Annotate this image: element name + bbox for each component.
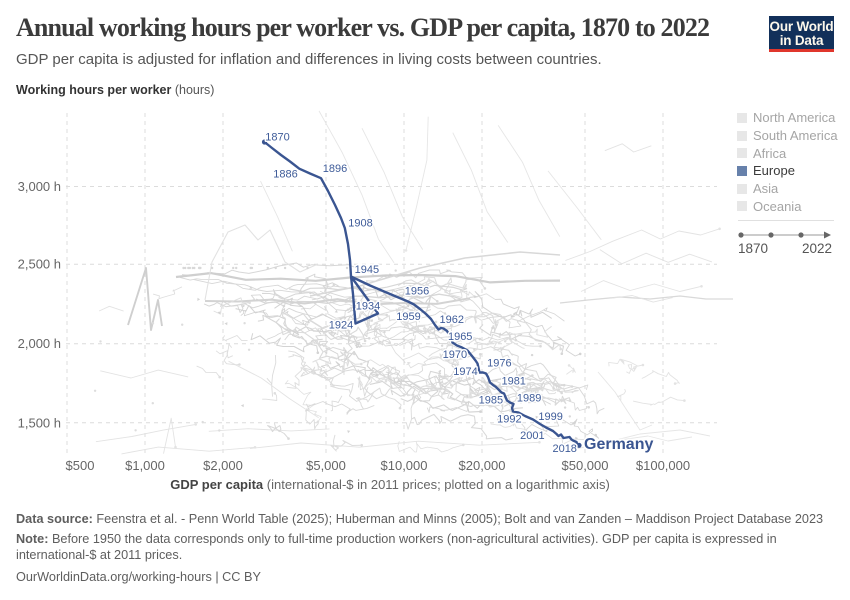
svg-text:1896: 1896	[323, 163, 347, 175]
svg-text:1924: 1924	[329, 320, 353, 332]
svg-text:2018: 2018	[552, 443, 576, 455]
svg-text:$20,000: $20,000	[459, 458, 506, 473]
svg-text:1992: 1992	[497, 413, 521, 425]
svg-text:1999: 1999	[538, 411, 562, 423]
svg-text:GDP per capita (international-: GDP per capita (international-$ in 2011 …	[170, 477, 610, 492]
svg-text:Germany: Germany	[584, 436, 653, 453]
svg-text:1985: 1985	[479, 395, 503, 407]
svg-text:1945: 1945	[355, 264, 379, 276]
svg-text:$2,000: $2,000	[203, 458, 243, 473]
svg-text:1974: 1974	[453, 366, 477, 378]
svg-text:$5,000: $5,000	[306, 458, 346, 473]
svg-text:1965: 1965	[448, 331, 472, 343]
svg-text:$1,000: $1,000	[125, 458, 165, 473]
svg-text:2001: 2001	[520, 430, 544, 442]
svg-text:1976: 1976	[487, 358, 511, 370]
svg-text:1870: 1870	[265, 132, 289, 144]
svg-text:1,500 h: 1,500 h	[18, 415, 61, 430]
svg-text:1959: 1959	[396, 311, 420, 323]
svg-text:1886: 1886	[273, 169, 297, 181]
svg-text:1956: 1956	[405, 286, 429, 298]
svg-text:2,000 h: 2,000 h	[18, 336, 61, 351]
svg-text:$500: $500	[66, 458, 95, 473]
svg-text:$50,000: $50,000	[562, 458, 609, 473]
svg-text:1981: 1981	[501, 376, 525, 388]
svg-text:1970: 1970	[443, 349, 467, 361]
svg-text:1962: 1962	[440, 314, 464, 326]
svg-text:2,500 h: 2,500 h	[18, 257, 61, 272]
svg-text:3,000 h: 3,000 h	[18, 179, 61, 194]
svg-text:1989: 1989	[517, 393, 541, 405]
svg-text:$100,000: $100,000	[636, 458, 690, 473]
svg-text:$10,000: $10,000	[381, 458, 428, 473]
svg-text:1934: 1934	[356, 301, 380, 313]
svg-text:1908: 1908	[348, 218, 372, 230]
